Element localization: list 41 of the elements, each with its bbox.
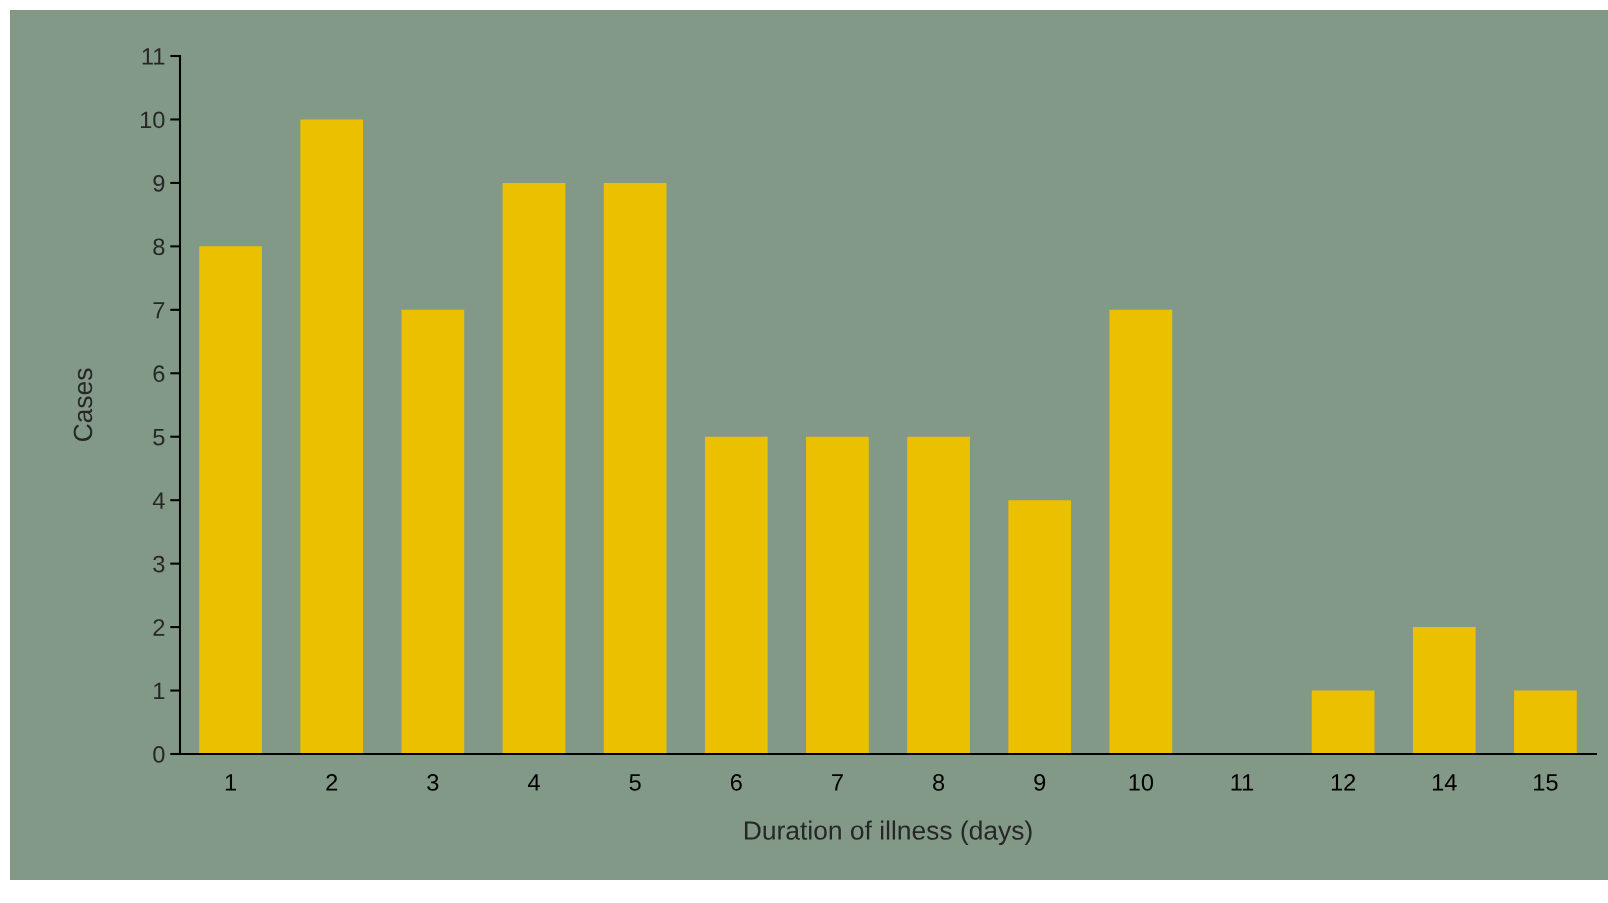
x-tick-label: 12	[1331, 774, 1356, 791]
x-axis-title: Duration of illness (days)	[744, 820, 1032, 846]
x-tick-label: 11	[1231, 774, 1254, 791]
bar	[1412, 627, 1476, 754]
bar	[1109, 309, 1173, 754]
x-tick-label: 9	[1034, 774, 1046, 791]
y-tick-label: 8	[153, 238, 165, 256]
y-tick-label: 5	[153, 429, 165, 446]
x-tick-label: 3	[427, 774, 439, 791]
y-tick-label: 6	[153, 365, 165, 383]
y-tick-label: 10	[140, 111, 165, 129]
bar	[806, 436, 869, 754]
y-tick-label: 1	[154, 682, 165, 700]
bar	[300, 119, 364, 754]
y-tick-label: 3	[153, 555, 165, 573]
y-tick-label: 9	[153, 174, 165, 192]
y-axis-title: Cases	[73, 368, 93, 442]
x-tick-label: 15	[1534, 774, 1558, 791]
bar	[1008, 500, 1072, 754]
x-tick-label: 8	[933, 774, 945, 791]
bar	[502, 182, 566, 754]
x-tick-label: 4	[527, 774, 540, 791]
y-tick-label: 0	[153, 746, 165, 763]
x-tick-label: 10	[1129, 774, 1154, 791]
x-tick-label: 7	[832, 774, 843, 791]
x-tick-label: 6	[730, 774, 742, 791]
bar	[704, 436, 768, 754]
bar	[199, 246, 262, 754]
bar	[1311, 690, 1375, 754]
y-tick-label: 2	[153, 619, 165, 636]
y-tick-label: 4	[152, 492, 165, 509]
bar	[603, 182, 667, 754]
bar	[401, 309, 465, 754]
bar	[1514, 690, 1577, 754]
x-tick-label: 14	[1432, 774, 1457, 791]
x-tick-label: 1	[225, 774, 236, 791]
y-tick-label: 7	[153, 302, 165, 319]
x-tick-label: 5	[629, 774, 641, 791]
x-tick-label: 2	[326, 774, 338, 791]
bar	[907, 436, 970, 754]
y-tick-label: 11	[142, 48, 165, 65]
